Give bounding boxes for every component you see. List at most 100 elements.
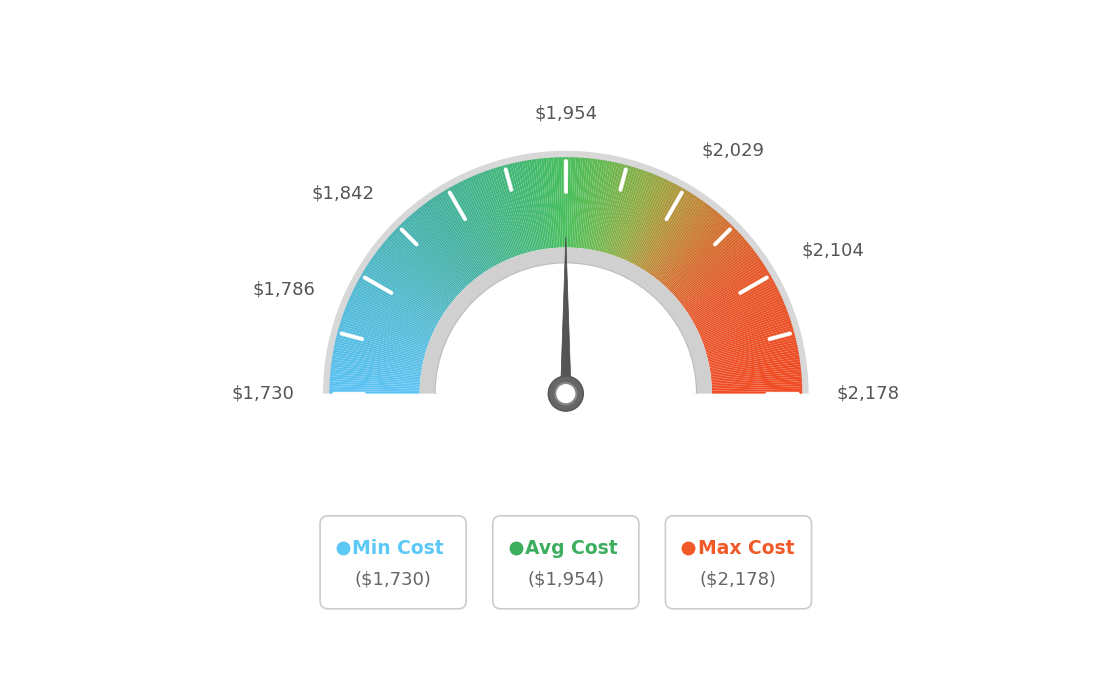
Wedge shape	[331, 366, 421, 378]
Wedge shape	[454, 184, 498, 265]
Wedge shape	[507, 164, 531, 252]
Wedge shape	[541, 158, 552, 248]
FancyBboxPatch shape	[492, 516, 639, 609]
Wedge shape	[330, 376, 421, 384]
Wedge shape	[664, 218, 725, 286]
Wedge shape	[427, 201, 481, 275]
Wedge shape	[344, 309, 429, 343]
Wedge shape	[627, 179, 667, 262]
Wedge shape	[676, 237, 745, 298]
Wedge shape	[376, 250, 449, 306]
Wedge shape	[437, 194, 488, 271]
Wedge shape	[360, 275, 439, 322]
Text: $1,730: $1,730	[232, 384, 295, 402]
Wedge shape	[591, 161, 607, 250]
Wedge shape	[595, 162, 615, 250]
Wedge shape	[425, 202, 480, 276]
Wedge shape	[712, 382, 802, 388]
Wedge shape	[670, 228, 736, 293]
Wedge shape	[678, 243, 750, 302]
Wedge shape	[619, 174, 655, 258]
Wedge shape	[578, 158, 588, 248]
Wedge shape	[615, 171, 648, 257]
Wedge shape	[423, 204, 479, 277]
Wedge shape	[684, 255, 758, 309]
Wedge shape	[608, 167, 637, 254]
Text: ($2,178): ($2,178)	[700, 570, 777, 589]
Text: ($1,730): ($1,730)	[354, 570, 432, 589]
Wedge shape	[505, 165, 530, 253]
Wedge shape	[658, 210, 716, 281]
Wedge shape	[637, 188, 684, 267]
Wedge shape	[354, 286, 436, 328]
Wedge shape	[521, 161, 540, 250]
Wedge shape	[679, 245, 751, 303]
Wedge shape	[556, 157, 561, 248]
Wedge shape	[445, 189, 492, 268]
Wedge shape	[622, 175, 657, 259]
Wedge shape	[378, 248, 450, 305]
Wedge shape	[329, 391, 420, 393]
Wedge shape	[407, 216, 469, 285]
Wedge shape	[336, 337, 424, 360]
Wedge shape	[330, 369, 421, 380]
Wedge shape	[338, 330, 425, 356]
Wedge shape	[337, 333, 425, 357]
Wedge shape	[347, 302, 431, 338]
Wedge shape	[330, 371, 421, 382]
Wedge shape	[456, 183, 499, 264]
Wedge shape	[469, 177, 508, 260]
Wedge shape	[708, 335, 795, 359]
Wedge shape	[656, 207, 713, 279]
Wedge shape	[417, 208, 475, 280]
Text: Max Cost: Max Cost	[698, 539, 795, 558]
Wedge shape	[383, 241, 454, 300]
Wedge shape	[700, 299, 784, 337]
Text: $2,178: $2,178	[837, 384, 900, 402]
Wedge shape	[392, 232, 459, 295]
Wedge shape	[588, 160, 605, 250]
Wedge shape	[343, 311, 428, 344]
Wedge shape	[697, 288, 778, 330]
Wedge shape	[339, 325, 426, 353]
Wedge shape	[672, 232, 740, 295]
Wedge shape	[692, 275, 772, 322]
Wedge shape	[639, 189, 687, 268]
Wedge shape	[633, 183, 676, 264]
Wedge shape	[421, 206, 477, 278]
Wedge shape	[335, 344, 423, 365]
Wedge shape	[710, 354, 799, 371]
Wedge shape	[693, 277, 773, 323]
Wedge shape	[361, 273, 440, 321]
Wedge shape	[428, 199, 482, 275]
Text: Avg Cost: Avg Cost	[526, 539, 618, 558]
Wedge shape	[604, 165, 629, 253]
Text: $1,786: $1,786	[253, 281, 316, 299]
Text: $1,842: $1,842	[311, 184, 374, 202]
Wedge shape	[689, 267, 767, 317]
Wedge shape	[694, 282, 775, 326]
Wedge shape	[592, 161, 611, 250]
Wedge shape	[691, 271, 769, 319]
Wedge shape	[475, 175, 510, 259]
Wedge shape	[596, 162, 617, 251]
Wedge shape	[707, 328, 794, 355]
Wedge shape	[646, 195, 697, 272]
Wedge shape	[623, 176, 660, 259]
Wedge shape	[363, 269, 442, 318]
Wedge shape	[346, 304, 431, 339]
Wedge shape	[484, 171, 517, 257]
Wedge shape	[390, 234, 458, 296]
Wedge shape	[647, 197, 699, 273]
Wedge shape	[410, 215, 470, 284]
Wedge shape	[406, 218, 468, 286]
Wedge shape	[342, 313, 428, 346]
Wedge shape	[332, 354, 422, 371]
Wedge shape	[587, 159, 603, 249]
Wedge shape	[404, 219, 467, 287]
Wedge shape	[435, 262, 697, 393]
Wedge shape	[655, 206, 711, 278]
Wedge shape	[661, 215, 722, 284]
Wedge shape	[712, 384, 803, 389]
Wedge shape	[396, 226, 463, 291]
